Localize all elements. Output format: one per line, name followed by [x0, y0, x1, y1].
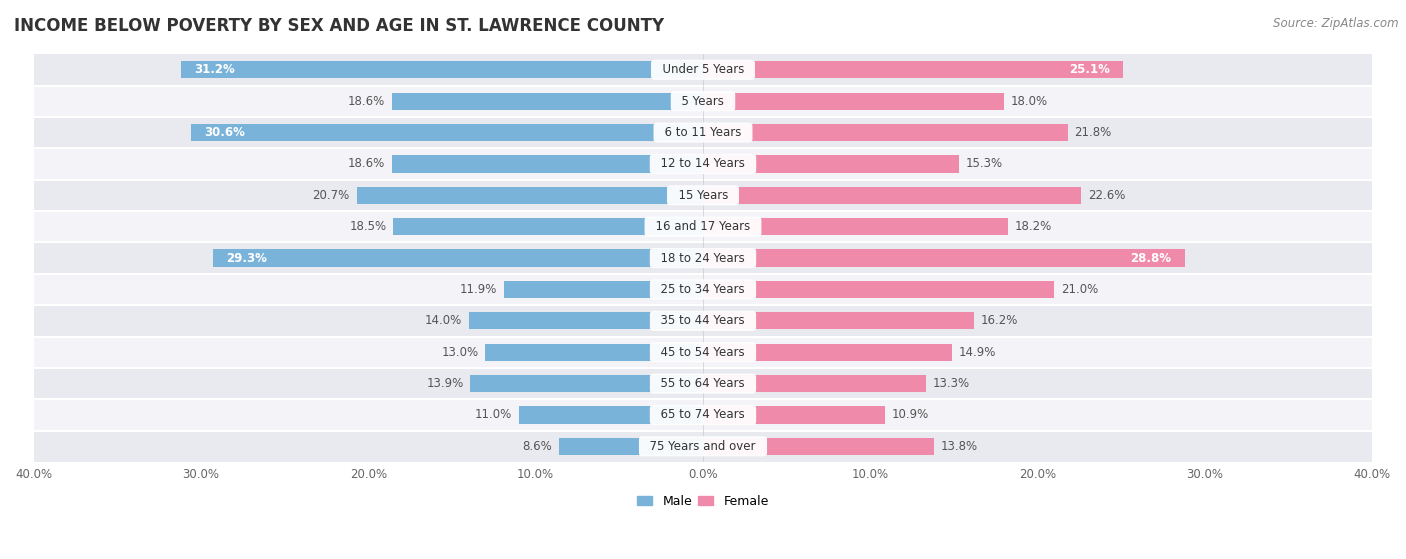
Text: 30.6%: 30.6%	[204, 126, 245, 139]
Bar	[34, 368, 1372, 399]
Bar	[703, 93, 1004, 110]
Bar	[703, 155, 959, 173]
Bar	[181, 61, 703, 78]
Text: 45 to 54 Years: 45 to 54 Years	[654, 345, 752, 359]
Text: 28.8%: 28.8%	[1130, 252, 1171, 264]
Text: 22.6%: 22.6%	[1088, 189, 1125, 202]
Bar	[703, 344, 952, 361]
Bar	[703, 406, 886, 424]
Text: 35 to 44 Years: 35 to 44 Years	[654, 314, 752, 328]
Text: 25 to 34 Years: 25 to 34 Years	[654, 283, 752, 296]
Text: 11.0%: 11.0%	[475, 409, 512, 421]
Text: 18.2%: 18.2%	[1014, 220, 1052, 233]
Bar	[703, 124, 1067, 141]
Text: 13.8%: 13.8%	[941, 440, 977, 453]
Bar	[485, 344, 703, 361]
Text: 15 Years: 15 Years	[671, 189, 735, 202]
Text: 20.7%: 20.7%	[312, 189, 350, 202]
Text: 11.9%: 11.9%	[460, 283, 498, 296]
Text: 21.8%: 21.8%	[1074, 126, 1112, 139]
Bar	[703, 218, 1008, 235]
Bar	[471, 375, 703, 392]
Bar	[468, 312, 703, 329]
Text: 55 to 64 Years: 55 to 64 Years	[654, 377, 752, 390]
Bar	[703, 187, 1081, 204]
Text: 25.1%: 25.1%	[1069, 63, 1109, 77]
Bar	[703, 61, 1123, 78]
Text: 18.0%: 18.0%	[1011, 94, 1047, 108]
Bar	[34, 211, 1372, 243]
Text: 18.6%: 18.6%	[347, 94, 385, 108]
Text: 5 Years: 5 Years	[675, 94, 731, 108]
Bar	[357, 187, 703, 204]
Text: 18.6%: 18.6%	[347, 158, 385, 170]
Text: 29.3%: 29.3%	[226, 252, 267, 264]
Bar	[191, 124, 703, 141]
Bar	[34, 430, 1372, 462]
Text: 16 and 17 Years: 16 and 17 Years	[648, 220, 758, 233]
Bar	[560, 438, 703, 455]
Text: 13.3%: 13.3%	[932, 377, 969, 390]
Bar	[703, 281, 1054, 298]
Text: 65 to 74 Years: 65 to 74 Years	[654, 409, 752, 421]
Bar	[34, 179, 1372, 211]
Text: 6 to 11 Years: 6 to 11 Years	[657, 126, 749, 139]
Bar	[34, 305, 1372, 337]
Bar	[34, 86, 1372, 117]
Bar	[392, 93, 703, 110]
Bar	[394, 218, 703, 235]
Text: 13.9%: 13.9%	[426, 377, 464, 390]
Bar	[34, 148, 1372, 179]
Bar	[212, 249, 703, 267]
Text: Under 5 Years: Under 5 Years	[655, 63, 751, 77]
Bar	[519, 406, 703, 424]
Text: 14.9%: 14.9%	[959, 345, 997, 359]
Text: 10.9%: 10.9%	[893, 409, 929, 421]
Bar	[34, 274, 1372, 305]
Bar	[703, 438, 934, 455]
Bar	[703, 375, 925, 392]
Text: 13.0%: 13.0%	[441, 345, 478, 359]
Text: 21.0%: 21.0%	[1062, 283, 1098, 296]
Bar	[34, 243, 1372, 274]
Bar	[503, 281, 703, 298]
Text: 31.2%: 31.2%	[194, 63, 235, 77]
Bar	[34, 337, 1372, 368]
Text: 18 to 24 Years: 18 to 24 Years	[654, 252, 752, 264]
Text: 8.6%: 8.6%	[523, 440, 553, 453]
Text: 12 to 14 Years: 12 to 14 Years	[654, 158, 752, 170]
Text: 14.0%: 14.0%	[425, 314, 463, 328]
Text: Source: ZipAtlas.com: Source: ZipAtlas.com	[1274, 17, 1399, 30]
Bar	[703, 312, 974, 329]
Text: INCOME BELOW POVERTY BY SEX AND AGE IN ST. LAWRENCE COUNTY: INCOME BELOW POVERTY BY SEX AND AGE IN S…	[14, 17, 664, 35]
Bar	[34, 54, 1372, 86]
Bar	[34, 399, 1372, 430]
Text: 18.5%: 18.5%	[350, 220, 387, 233]
Legend: Male, Female: Male, Female	[633, 490, 773, 513]
Text: 15.3%: 15.3%	[966, 158, 1002, 170]
Bar	[392, 155, 703, 173]
Bar	[703, 249, 1185, 267]
Text: 16.2%: 16.2%	[981, 314, 1018, 328]
Bar	[34, 117, 1372, 148]
Text: 75 Years and over: 75 Years and over	[643, 440, 763, 453]
